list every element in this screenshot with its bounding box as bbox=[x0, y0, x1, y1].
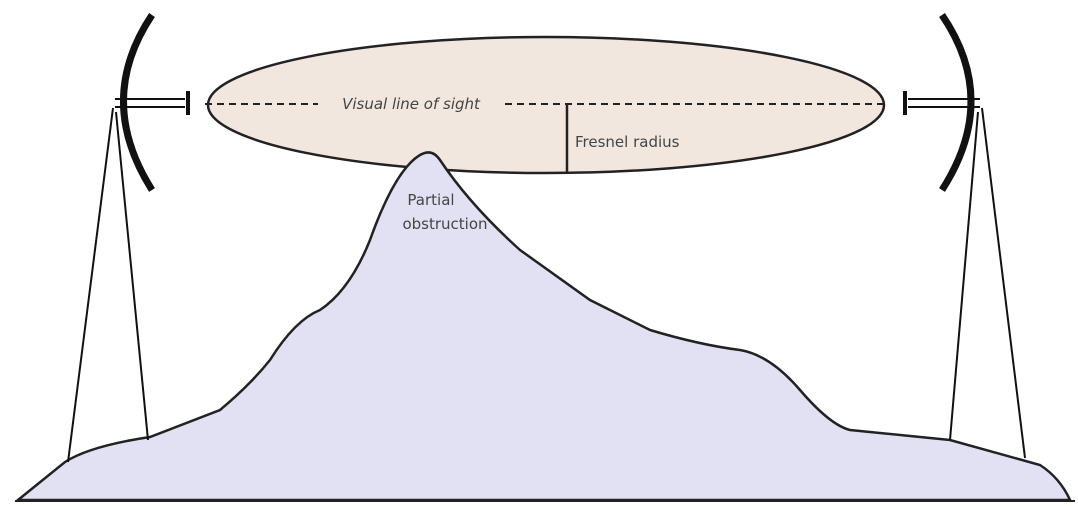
line-of-sight-label: Visual line of sight bbox=[342, 95, 481, 113]
fresnel-radius-label: Fresnel radius bbox=[575, 133, 680, 151]
obstruction-label: obstruction bbox=[402, 215, 487, 233]
fresnel-diagram: Visual line of sight Fresnel radius Part… bbox=[0, 0, 1078, 506]
obstruction-label: Partial bbox=[407, 191, 454, 209]
right-antenna bbox=[905, 15, 1025, 458]
terrain bbox=[18, 152, 1070, 500]
left-antenna bbox=[68, 15, 188, 462]
